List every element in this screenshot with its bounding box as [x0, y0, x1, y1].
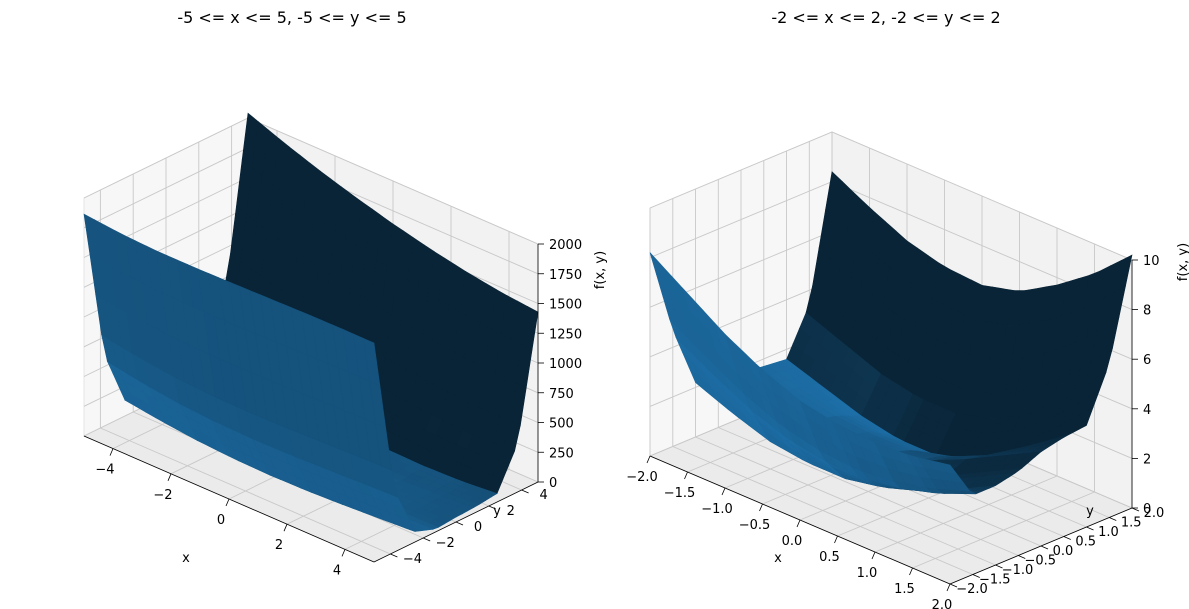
chart-title: -2 <= x <= 2, -2 <= y <= 2 [771, 8, 1000, 27]
z-tick-label: 1750 [549, 268, 582, 283]
x-tick-mark [167, 473, 172, 481]
x-tick-label: −4 [95, 463, 114, 478]
y-tick-mark [1131, 507, 1140, 512]
z-tick-label: 250 [549, 446, 574, 461]
x-tick-mark [684, 471, 688, 480]
x-tick-mark [283, 524, 288, 532]
z-axis-label: f(x, y) [1176, 243, 1189, 281]
x-tick-mark [341, 549, 346, 557]
x-axis-label: x [774, 551, 782, 566]
y-tick-label: 0.0 [1053, 544, 1074, 559]
x-tick-label: 4 [333, 563, 341, 578]
y-tick-label: −4 [403, 552, 422, 567]
surface-patch [363, 338, 381, 386]
x-tick-label: 1.0 [857, 566, 878, 581]
x-tick-mark [225, 498, 230, 507]
surface-patch [938, 462, 958, 475]
y-tick-label: −1.5 [979, 573, 1011, 588]
y-tick-mark [455, 521, 464, 526]
y-tick-mark [1109, 517, 1117, 521]
x-tick-mark [796, 519, 801, 528]
surface-chart-right: -2 <= x <= 2, -2 <= y <= 2−2.0−1.5−1.0−0… [626, 8, 1189, 609]
y-tick-mark [1018, 555, 1026, 559]
z-tick-label: 8 [1143, 304, 1151, 319]
y-tick-mark [423, 537, 431, 542]
x-tick-label: 0.5 [819, 550, 840, 565]
z-tick-label: 1250 [549, 327, 582, 342]
chart-title: -5 <= x <= 5, -5 <= y <= 5 [177, 8, 406, 27]
z-tick-label: 0 [1143, 502, 1151, 517]
y-tick-mark [521, 489, 529, 494]
x-tick-label: 0 [217, 513, 225, 528]
x-axis-label: x [182, 551, 190, 566]
z-tick-label: 4 [1143, 403, 1151, 418]
z-axis-label: f(x, y) [593, 251, 608, 289]
y-tick-mark [390, 553, 398, 558]
x-tick-label: 1.5 [894, 582, 915, 597]
z-tick-label: 1500 [549, 298, 582, 313]
y-tick-mark [995, 564, 1003, 569]
y-tick-label: 2.0 [1144, 506, 1165, 521]
y-tick-label: −2.0 [956, 582, 988, 597]
x-tick-mark [909, 567, 913, 576]
x-tick-mark [871, 551, 876, 560]
gridline-z [649, 131, 1133, 261]
y-axis-label: y [1086, 504, 1094, 519]
y-tick-label: 4 [539, 488, 547, 503]
x-tick-mark [759, 503, 763, 512]
y-tick-label: 0.5 [1075, 535, 1096, 550]
x-tick-mark [834, 535, 838, 544]
y-tick-mark [1063, 536, 1071, 540]
surface-chart-left: -5 <= x <= 5, -5 <= y <= 5 −4 −2 0 2 4 −4 −2 0 2 4… [82, 8, 608, 578]
y-tick-label: 2 [507, 504, 515, 519]
z-tick-label: 750 [549, 387, 574, 402]
y-tick-mark [949, 583, 958, 588]
y-tick-label: 1.0 [1098, 525, 1119, 540]
x-tick-label: 2 [275, 538, 283, 553]
x-tick-label: 2.0 [932, 598, 953, 609]
y-tick-mark [972, 574, 980, 578]
y-tick-mark [1086, 526, 1094, 531]
surface-mesh [649, 171, 1133, 495]
x-tick-mark [721, 487, 726, 496]
z-tick-label: 10 [1143, 254, 1160, 269]
y-tick-mark [488, 505, 496, 510]
z-tick-label: 500 [549, 417, 574, 432]
y-axis-label: y [493, 504, 501, 519]
z-tick-label: 2 [1143, 452, 1151, 467]
x-tick-label: −2 [153, 488, 172, 503]
y-tick-label: −0.5 [1024, 554, 1056, 569]
x-tick-mark [646, 455, 651, 464]
x-tick-mark [946, 583, 951, 592]
y-tick-label: 0 [474, 520, 482, 535]
z-tick-label: 1000 [549, 357, 582, 372]
x-tick-label: −1.0 [701, 502, 733, 517]
surface-mesh [83, 112, 539, 533]
z-tick-label: 0 [549, 476, 557, 491]
x-tick-label: −0.5 [739, 518, 771, 533]
z-tick-label: 2000 [549, 238, 582, 253]
y-tick-mark [1040, 545, 1049, 550]
y-tick-label: −2 [436, 536, 455, 551]
x-tick-label: 0.0 [782, 534, 803, 549]
y-tick-label: −1.0 [1002, 563, 1034, 578]
x-tick-label: −1.5 [664, 486, 696, 501]
z-tick-label: 6 [1143, 353, 1151, 368]
x-tick-label: −2.0 [626, 470, 658, 485]
y-tick-label: 1.5 [1121, 516, 1142, 531]
x-tick-mark [109, 448, 114, 456]
